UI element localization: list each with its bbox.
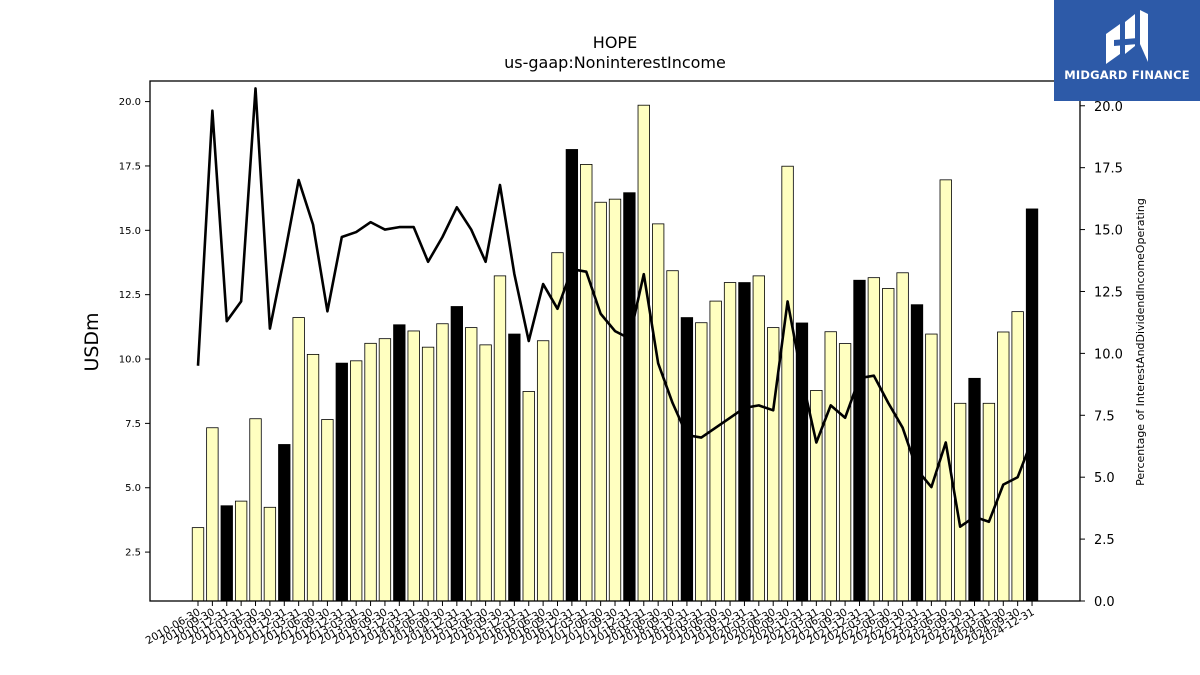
bar-2010-12-31 [220,505,233,602]
bar-2023-03-31 [925,333,938,602]
bar-2019-03-31 [695,322,708,602]
bar-2013-06-30 [364,342,377,602]
axes: 2.5 5.0 7.5 10.0 12.5 15.0 17.5 20.0 0.0 2.5 5.0 7.… [119,80,1123,647]
y-tick-label: 12.5 [119,290,141,301]
logo-text: MIDGARD FINANCE [1064,68,1190,82]
bar-2011-09-30 [263,506,277,602]
bar-2018-03-31 [637,104,650,602]
bar-2021-12-31 [853,279,866,602]
bar-2023-12-31 [968,377,981,602]
bar-2024-03-31 [982,402,996,602]
bar-2018-06-30 [652,223,665,602]
bar-2016-09-30 [551,252,564,602]
y2-tick-label: 15.0 [1094,224,1123,239]
midgard-logo-icon [1106,10,1148,64]
y2-tick-label: 0.0 [1094,595,1115,610]
bar-2020-03-31 [752,275,765,602]
bar-2016-12-31 [565,149,579,602]
bars [191,104,1039,602]
y2-tick-label: 7.5 [1094,409,1115,424]
y2-tick-label: 20.0 [1094,100,1123,115]
bar-2022-12-31 [910,304,924,602]
chart-subtitle: us-gaap:NoninterestIncome [504,53,726,72]
bar-2017-12-31 [623,192,636,602]
bar-2012-03-31 [292,317,305,602]
bar-2013-12-31 [393,324,406,602]
bar-2022-03-31 [867,277,881,602]
bar-2015-03-31 [465,327,478,602]
bar-2011-12-31 [278,444,291,602]
bar-2018-12-31 [680,317,694,602]
ratio-line-path [196,87,1034,529]
bar-2015-09-30 [493,275,507,602]
bar-2011-03-31 [234,500,248,602]
bar-2014-03-31 [407,330,420,602]
bar-2022-06-30 [882,288,895,602]
bar-2012-06-30 [306,353,320,602]
bar-2017-09-30 [608,198,622,602]
chart-title: HOPE [593,33,637,52]
y-tick-label: 7.5 [125,419,141,430]
y-tick-label: 5.0 [125,483,141,494]
y-axis-label: USDm [81,312,103,371]
bar-2013-09-30 [378,338,392,602]
bar-2015-06-30 [479,344,492,602]
y-tick-label: 20.0 [119,97,141,108]
y-tick-label: 2.5 [125,548,141,559]
bar-2010-09-30 [206,427,219,602]
bar-2017-06-30 [594,201,607,602]
bar-2019-06-30 [709,300,722,602]
ratio-line [196,87,1034,529]
y2-tick-label: 5.0 [1094,471,1115,486]
y-tick-label: 10.0 [119,355,141,366]
bar-2020-12-31 [795,322,809,602]
bar-2014-09-30 [436,323,449,602]
bar-2019-09-30 [723,282,737,602]
y-tick-label: 17.5 [119,161,141,172]
bar-2018-09-30 [666,270,679,602]
y2-tick-label: 10.0 [1094,347,1123,362]
bar-2014-12-31 [450,306,463,602]
bar-2021-09-30 [838,343,852,602]
bar-2016-03-31 [522,391,535,602]
bar-2014-06-30 [421,346,435,602]
y2-tick-label: 2.5 [1094,533,1115,548]
bar-2020-09-30 [781,165,794,602]
bar-2017-03-31 [580,164,593,602]
bar-2012-12-31 [335,362,348,602]
bar-2020-06-30 [767,327,780,602]
bar-2021-06-30 [824,331,837,602]
bar-2024-12-31 [1025,208,1039,602]
bar-2019-12-31 [738,282,751,602]
bar-2023-06-30 [939,179,952,602]
y2-axis-label: Percentage of InterestAndDividendIncomeO… [1134,198,1147,486]
bar-2024-06-30 [997,331,1010,602]
y2-tick-label: 17.5 [1094,162,1123,177]
midgard-finance-logo: MIDGARD FINANCE [1054,0,1200,101]
bar-2013-03-31 [350,360,363,602]
bar-2024-09-30 [1011,311,1024,602]
bar-2012-09-30 [321,419,334,602]
bar-2010-06-30 [191,527,205,602]
y2-tick-label: 12.5 [1094,285,1123,300]
y-tick-label: 15.0 [119,226,141,237]
bar-2016-06-30 [536,340,550,602]
bar-2011-06-30 [249,418,262,602]
bar-2015-12-31 [508,333,521,602]
